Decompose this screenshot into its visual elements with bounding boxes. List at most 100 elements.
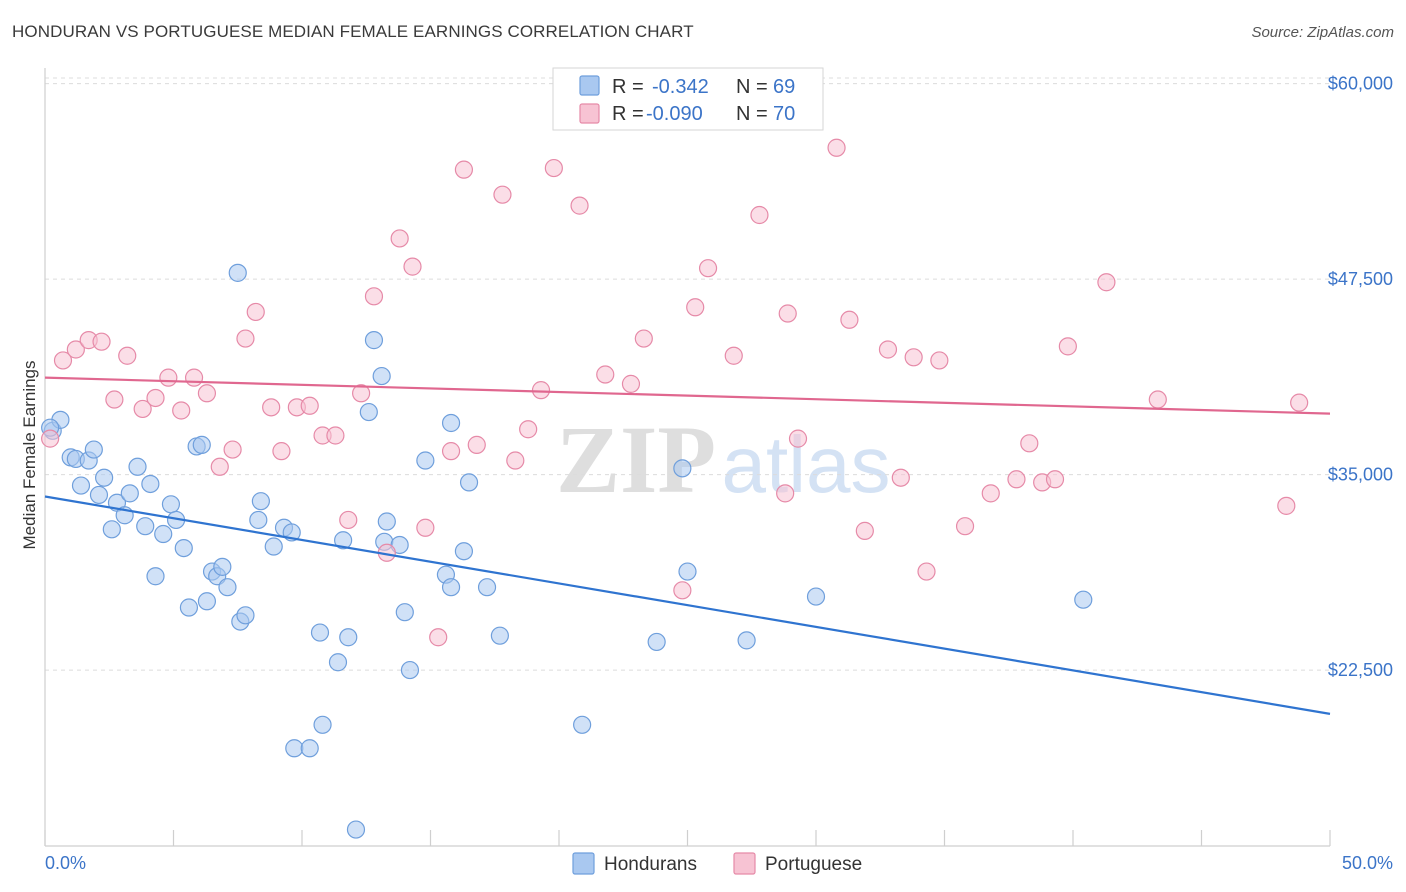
legend-r-label-portuguese: R = [612,103,644,125]
portuguese-point [272,442,291,461]
x-ticks [44,830,1331,846]
x-tick-label-max: 50.0% [1342,853,1393,873]
legend-n-label-portuguese: N = [736,103,768,125]
portuguese-point [855,521,874,540]
x-tick-label-min: 0.0% [45,853,86,873]
y-tick-labels: $22,500 $35,000 $47,500 $60,000 [1328,74,1393,680]
y-tick-label: $35,000 [1328,465,1393,485]
hondurans-point [673,459,692,478]
hondurans-point [573,715,592,734]
portuguese-point [454,160,474,179]
portuguese-point [621,374,641,393]
legend-bottom-label-portuguese: Portuguese [765,854,862,875]
hondurans-point [359,402,378,422]
legend-r-value-hondurans: -0.342 [652,76,709,98]
hondurans-point [128,457,147,476]
hondurans-point [174,538,193,558]
portuguese-point [596,365,615,384]
hondurans-point [737,631,756,650]
watermark-zip: ZIP [556,406,716,513]
hondurans-point [228,263,247,282]
portuguese-point [698,259,718,278]
portuguese-point [92,332,111,351]
portuguese-point [184,368,204,387]
hondurans-point [416,451,435,470]
hondurans-point [310,623,330,642]
hondurans-point [372,366,391,386]
hondurans-point [1074,590,1093,609]
hondurans-point [264,537,283,556]
portuguese-point [146,388,165,408]
portuguese-point [673,581,692,600]
hondurans-point [377,512,396,531]
hondurans-point [89,485,109,505]
portuguese-point [878,340,898,359]
legend-swatch-hondurans [579,75,600,96]
hondurans-point [213,557,232,576]
portuguese-point [236,329,255,348]
hondurans-point [806,587,826,606]
portuguese-point [1277,496,1296,515]
portuguese-point [429,628,448,647]
portuguese-point [1007,470,1026,489]
portuguese-point [776,484,795,503]
y-tick-label: $22,500 [1328,660,1393,680]
portuguese-point [519,420,538,439]
portuguese-point [441,442,461,461]
portuguese-point [493,185,512,204]
portuguese-point [840,310,859,329]
legend-n-label-hondurans: N = [736,76,768,98]
legend-bottom-swatch-hondurans [572,852,595,875]
y-axis-label: Median Female Earnings [20,361,39,550]
legend-swatch-portuguese [579,103,600,124]
hondurans-point [364,331,384,350]
hondurans-point [197,592,217,611]
portuguese-point [1097,273,1116,292]
legend-r-value-portuguese: -0.090 [646,103,703,125]
hondurans-point [334,531,353,550]
portuguese-point [930,351,949,370]
y-tick-label: $47,500 [1328,269,1393,289]
hondurans-point [161,495,181,514]
watermark: ZIP atlas [556,406,891,513]
hondurans-point [400,660,420,680]
portuguese-point [955,517,975,536]
portuguese-point [1020,434,1039,453]
portuguese-point [41,429,60,448]
hondurans-point [249,510,268,530]
portuguese-point [66,340,85,359]
legend-box: R = -0.342 N = 69 R = -0.090 N = 70 [552,67,824,131]
hondurans-point [647,632,666,652]
portuguese-point [1058,337,1077,356]
portuguese-trend-line [44,376,1331,415]
hondurans-point [300,739,319,758]
hondurans-point [313,715,332,734]
portuguese-point [197,384,217,403]
hondurans-point [236,606,255,625]
portuguese-point [223,440,242,459]
portuguese-point [891,468,910,487]
portuguese-point [416,518,435,537]
portuguese-point [246,302,265,322]
trend-lines [44,376,1331,715]
portuguese-point [686,298,705,317]
legend-bottom-swatch-portuguese [733,852,756,875]
hondurans-point [84,440,103,459]
portuguese-point [390,229,409,248]
hondurans-point [218,578,237,597]
series-portuguese-points [41,138,1309,647]
hondurans-point [192,435,211,454]
portuguese-point [1045,470,1065,489]
hondurans-point [120,484,139,503]
portuguese-point [172,401,191,420]
hondurans-point [102,520,121,539]
portuguese-point [788,429,808,448]
legend-n-value-hondurans: 69 [773,76,795,98]
series-legend: Hondurans Portuguese [572,852,862,875]
hondurans-point [395,603,414,622]
portuguese-point [352,384,371,403]
portuguese-point [981,484,1000,503]
hondurans-point [71,476,91,495]
portuguese-point [326,426,345,445]
